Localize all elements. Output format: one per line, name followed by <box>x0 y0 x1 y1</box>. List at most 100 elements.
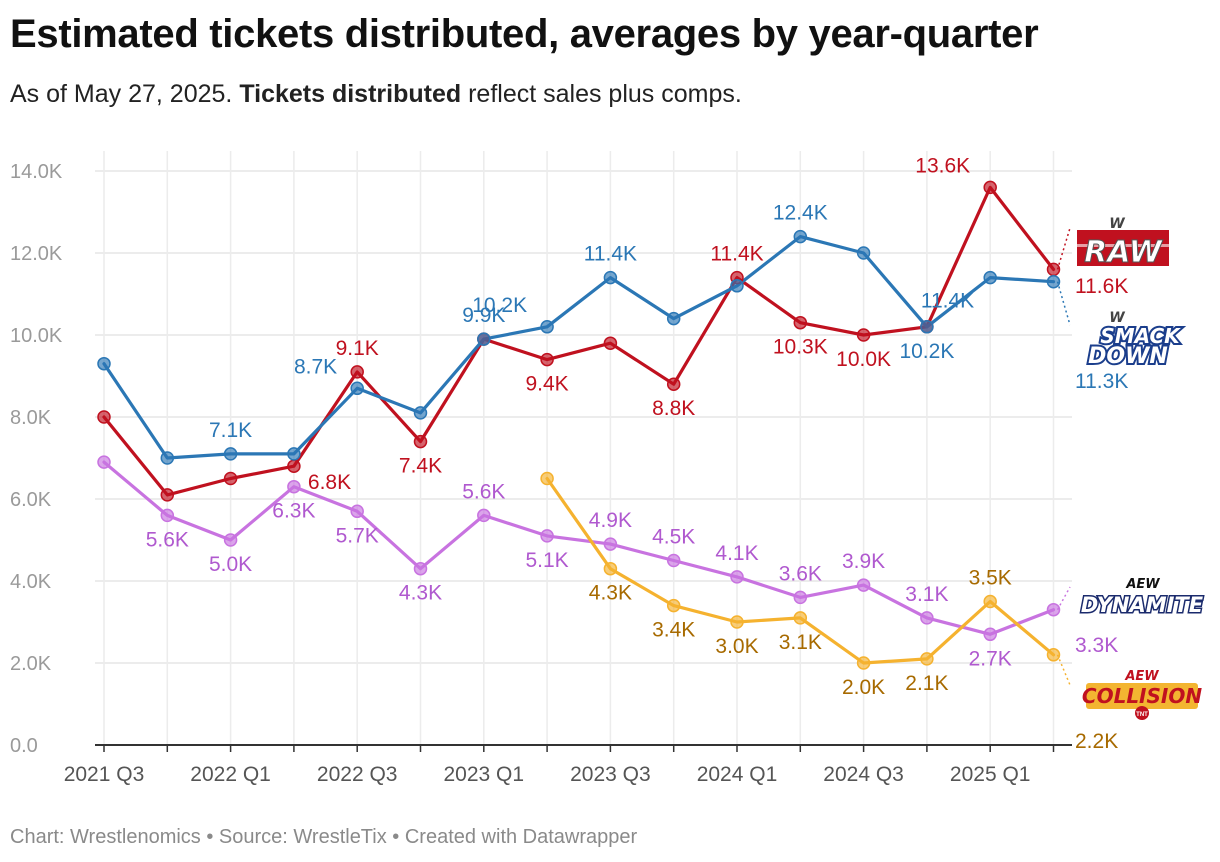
data-point <box>477 332 491 346</box>
data-label: 4.3K <box>399 582 442 605</box>
data-label: 8.8K <box>652 397 695 420</box>
data-point <box>603 270 618 285</box>
data-point <box>983 627 997 642</box>
data-label: 3.9K <box>842 550 885 573</box>
data-point <box>97 356 111 371</box>
data-label: 2.1K <box>905 672 948 695</box>
raw-logo: W RAW <box>1077 216 1169 271</box>
data-label: 9.9K <box>462 304 505 327</box>
x-tick-label: 2023 Q1 <box>444 763 525 786</box>
data-point <box>983 270 997 285</box>
data-label: 10.2K <box>899 340 954 363</box>
data-label: 5.7K <box>336 524 379 547</box>
data-label: 7.4K <box>399 455 442 478</box>
data-point <box>287 447 301 461</box>
data-point <box>920 611 934 625</box>
data-point <box>223 533 238 547</box>
logo-leader <box>1056 281 1071 326</box>
data-point <box>540 471 554 486</box>
data-point <box>920 652 934 666</box>
data-point <box>983 180 997 195</box>
x-tick-label: 2023 Q3 <box>570 763 651 786</box>
aew-mark: AEW <box>1125 577 1160 592</box>
data-point <box>97 410 111 424</box>
aew-mark: AEW <box>1124 669 1159 684</box>
y-tick-label: 10.0K <box>10 325 63 347</box>
series-line-smack-down <box>102 235 1056 460</box>
subtitle-suffix: reflect sales plus comps. <box>468 80 742 108</box>
data-point <box>730 570 744 584</box>
data-point <box>350 381 364 396</box>
data-label: 5.1K <box>525 549 568 572</box>
data-point <box>223 447 238 461</box>
subtitle-prefix: As of May 27, 2025. <box>10 80 233 108</box>
data-label: 3.4K <box>652 619 695 642</box>
data-point <box>666 553 681 568</box>
data-label: 3.0K <box>715 635 758 658</box>
data-label: 2.2K <box>1075 730 1118 753</box>
data-point <box>730 615 744 629</box>
x-tick-label: 2024 Q3 <box>823 763 904 786</box>
collision-logo-text: COLLISION <box>1082 684 1202 708</box>
subtitle-bold: Tickets distributed <box>239 80 462 108</box>
wwe-mark-icon: W <box>1109 310 1125 326</box>
data-label: 4.5K <box>652 526 695 549</box>
x-tick-label: 2024 Q1 <box>697 763 778 786</box>
data-label: 3.1K <box>779 631 822 654</box>
data-label: 5.6K <box>462 480 505 503</box>
data-label: 6.3K <box>272 500 315 523</box>
logo-leader <box>1056 586 1071 611</box>
y-tick-label: 0.0 <box>10 735 38 757</box>
data-label: 3.1K <box>905 583 948 606</box>
data-point <box>666 377 681 391</box>
data-label: 11.6K <box>1075 275 1128 298</box>
tnt-badge-text: TNT <box>1136 712 1148 718</box>
data-label: 9.1K <box>336 337 379 360</box>
data-point <box>540 529 554 543</box>
data-label: 10.2K <box>472 294 527 317</box>
logo-leader <box>1056 654 1071 686</box>
data-point <box>413 406 428 420</box>
data-label: 3.3K <box>1075 634 1118 657</box>
data-label: 5.6K <box>146 528 189 551</box>
data-point <box>856 328 871 342</box>
data-point <box>287 459 301 473</box>
x-tick-label: 2022 Q3 <box>317 763 398 786</box>
y-tick-label: 6.0K <box>10 489 52 511</box>
data-point <box>540 320 554 334</box>
raw-logo-band <box>1077 230 1169 266</box>
data-label: 4.1K <box>715 542 758 565</box>
data-label: 2.7K <box>969 647 1012 670</box>
y-axis: 0.0 2.0K 4.0K 6.0K 8.0K 10.0K 12.0K 14.0K <box>10 161 63 757</box>
series-line-raw <box>102 185 1056 497</box>
chart-title: Estimated tickets distributed, averages … <box>10 12 1039 56</box>
data-label: 8.7K <box>294 355 337 378</box>
x-tick-label: 2022 Q1 <box>190 763 271 786</box>
data-point <box>97 455 111 469</box>
y-tick-label: 2.0K <box>10 653 52 675</box>
data-point <box>223 471 238 486</box>
data-point <box>603 537 618 551</box>
data-point <box>477 508 491 523</box>
data-point <box>793 315 808 330</box>
raw-logo-text: RAW <box>1084 235 1164 270</box>
data-label: 12.4K <box>773 202 828 225</box>
smackdown-logo-bottom: DOWN <box>1088 344 1168 369</box>
data-point <box>856 656 871 670</box>
data-point <box>1046 648 1061 662</box>
y-tick-label: 8.0K <box>10 407 52 429</box>
data-point <box>350 504 364 519</box>
data-label: 5.0K <box>209 553 252 576</box>
dynamite-logo-text: DYNAMITE <box>1081 593 1204 617</box>
data-point <box>920 320 934 334</box>
x-tick-label: 2025 Q1 <box>950 763 1031 786</box>
data-point <box>287 479 301 494</box>
data-label: 11.3K <box>1075 370 1128 393</box>
data-label: 6.8K <box>308 471 351 494</box>
chart-subtitle: As of May 27, 2025. Tickets distributed … <box>10 80 742 109</box>
logo-leader <box>1056 227 1071 270</box>
data-label: 7.1K <box>209 419 252 442</box>
